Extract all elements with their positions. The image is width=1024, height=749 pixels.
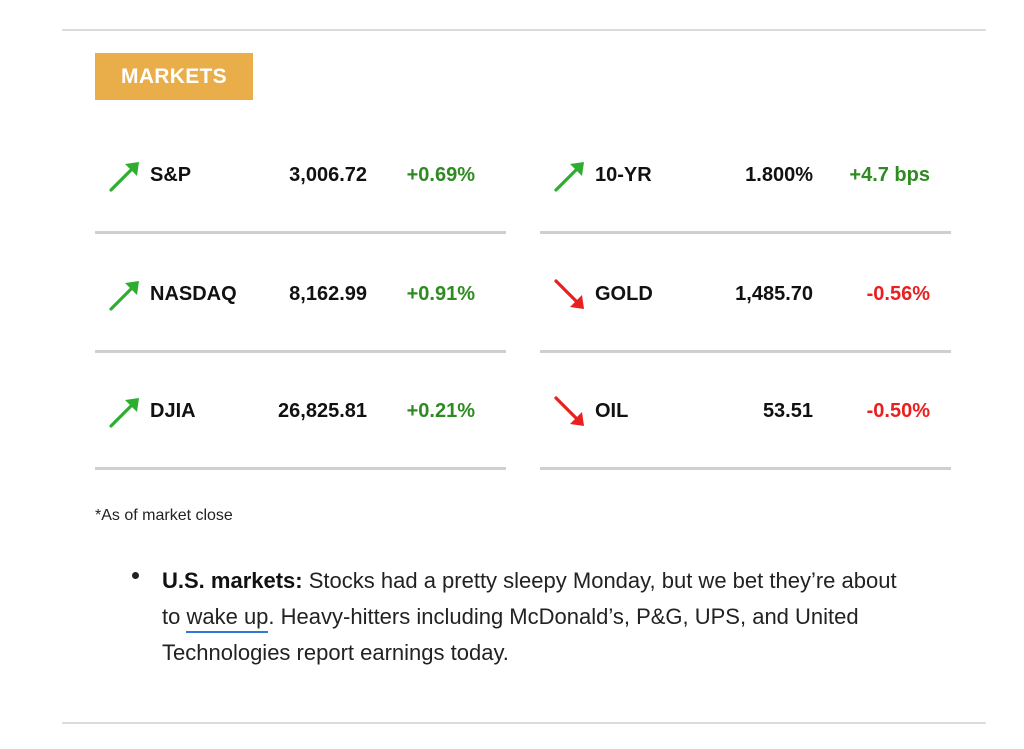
market-name: S&P xyxy=(150,164,192,186)
top-divider xyxy=(62,29,986,31)
row-divider xyxy=(95,231,506,234)
market-item-nasdaq: NASDAQ 8,162.99 +0.91% xyxy=(95,236,506,353)
market-change: +0.21% xyxy=(406,400,475,422)
market-value: 1.800% xyxy=(745,164,813,186)
bullet-dot xyxy=(132,572,139,579)
market-name: 10-YR xyxy=(595,164,652,186)
arrow-up-right-icon xyxy=(109,281,139,311)
bullet-text-after: . Heavy-hitters including McDonald’s, P&… xyxy=(162,604,859,665)
market-change: +0.91% xyxy=(406,283,475,305)
row-divider xyxy=(540,467,951,470)
bullet-label: U.S. markets: xyxy=(162,568,303,593)
row-divider xyxy=(95,350,506,353)
market-value: 53.51 xyxy=(762,400,813,422)
arrow-up-right-icon xyxy=(554,162,584,192)
row-divider xyxy=(540,350,951,353)
market-item-djia: DJIA 26,825.81 +0.21% xyxy=(95,353,506,470)
market-name: NASDAQ xyxy=(150,283,237,305)
arrow-down-right-icon xyxy=(554,396,584,426)
row-divider xyxy=(540,231,951,234)
market-value: 1,485.70 xyxy=(735,283,813,305)
markets-badge: MARKETS xyxy=(95,53,253,100)
market-item-gold: GOLD 1,485.70 -0.56% xyxy=(540,236,951,353)
wake-up-link[interactable]: wake up xyxy=(186,604,269,633)
market-name: GOLD xyxy=(595,283,653,305)
market-name: OIL xyxy=(595,400,629,422)
market-value: 8,162.99 xyxy=(289,283,367,305)
arrow-up-right-icon xyxy=(109,398,139,428)
arrow-down-right-icon xyxy=(554,279,584,309)
market-item-10yr: 10-YR 1.800% +4.7 bps xyxy=(540,117,951,234)
row-divider xyxy=(95,467,506,470)
market-item-sp: S&P 3,006.72 +0.69% xyxy=(95,117,506,234)
market-value: 3,006.72 xyxy=(289,164,367,186)
market-name: DJIA xyxy=(150,400,196,422)
bottom-divider xyxy=(62,722,986,724)
market-change: -0.56% xyxy=(866,283,930,305)
market-change: -0.50% xyxy=(866,400,930,422)
market-change: +4.7 bps xyxy=(849,164,930,186)
market-value: 26,825.81 xyxy=(278,400,367,422)
market-change: +0.69% xyxy=(406,164,475,186)
arrow-up-right-icon xyxy=(109,162,139,192)
market-close-note: *As of market close xyxy=(95,507,233,524)
market-item-oil: OIL 53.51 -0.50% xyxy=(540,353,951,470)
bullet-text-before: Stocks had a pretty sleepy Monday, but w… xyxy=(162,568,897,629)
bullet-text: U.S. markets: Stocks had a pretty sleepy… xyxy=(162,563,902,671)
